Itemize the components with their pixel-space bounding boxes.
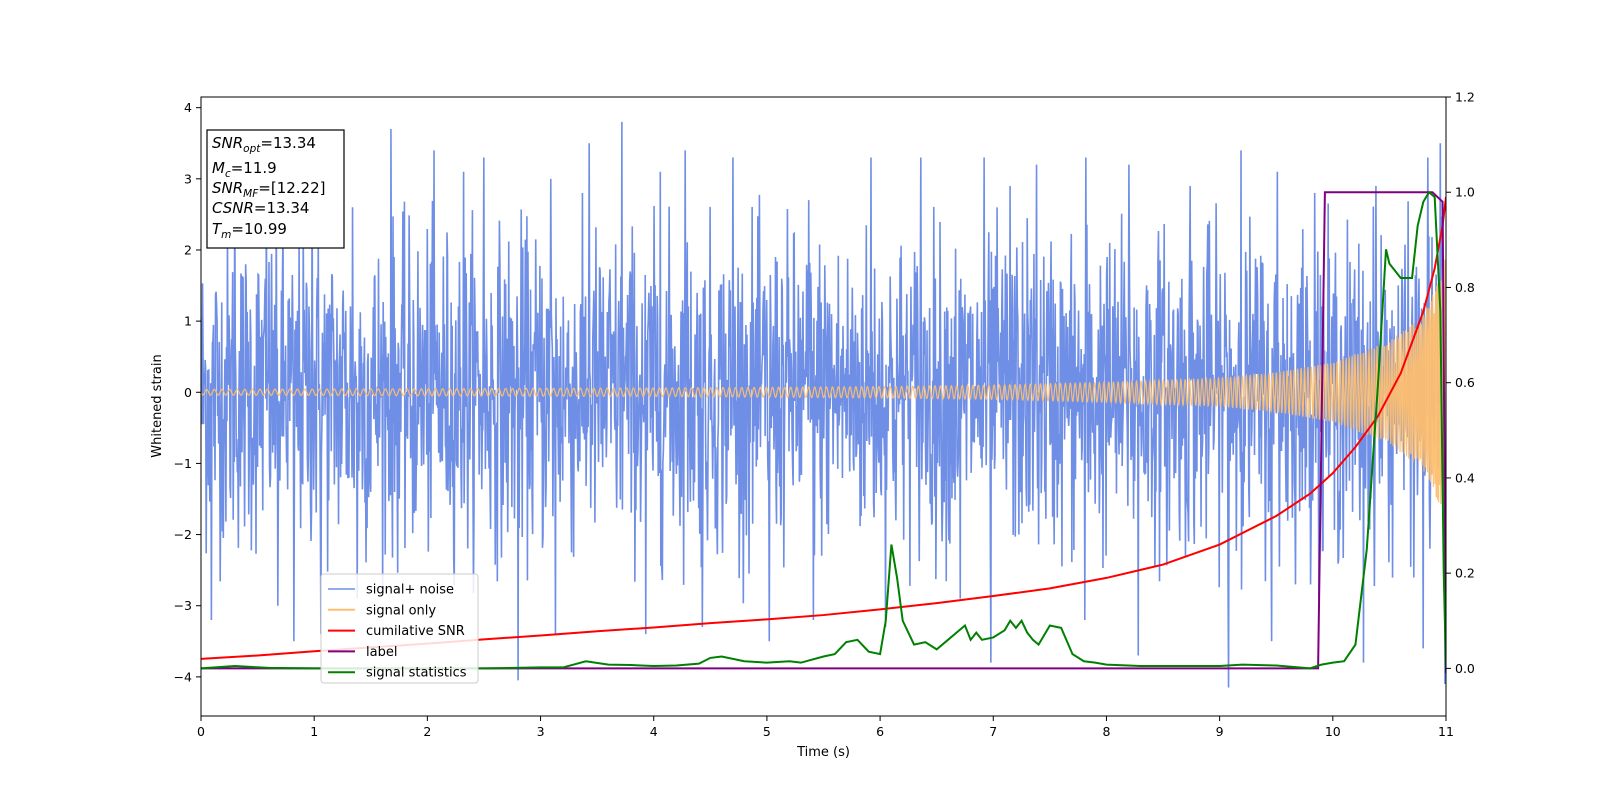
x-tick-label: 6 — [876, 724, 884, 739]
y-left-tick-label: 4 — [184, 100, 192, 115]
x-tick-label: 10 — [1325, 724, 1341, 739]
x-axis-label: Time (s) — [796, 745, 850, 760]
y-right-tick-label: 0.6 — [1455, 375, 1475, 390]
y-left-tick-label: 1 — [184, 314, 192, 329]
annotation-line: SNRMF=[12.22] — [212, 179, 326, 200]
x-axis: 0 1 2 3 4 5 6 7 8 9 10 11 — [197, 716, 1454, 739]
y-axis-label: Whitened strain — [150, 354, 165, 457]
y-left-tick-label: −3 — [174, 598, 192, 613]
annotation-line: Tm=10.99 — [212, 220, 287, 241]
y-right-tick-label: 0.0 — [1455, 661, 1475, 676]
x-tick-label: 4 — [650, 724, 658, 739]
annotation-line: SNRopt=13.34 — [212, 134, 316, 155]
y-right-tick-label: 0.2 — [1455, 566, 1475, 581]
y-left-tick-label: 2 — [184, 242, 192, 257]
y-left-tick-label: −4 — [174, 669, 192, 684]
x-tick-label: 1 — [310, 724, 318, 739]
series-label — [201, 191, 1446, 674]
x-tick-label: 0 — [197, 724, 205, 739]
legend: signal+ noise signal only cumilative SNR la… — [320, 573, 479, 684]
y-left-tick-label: −2 — [174, 527, 192, 542]
legend-label: signal+ noise — [366, 583, 454, 598]
series-signal-statistics — [201, 190, 1446, 670]
series-signal-noise — [201, 121, 1446, 688]
y-right-tick-label: 1.2 — [1455, 90, 1475, 105]
x-tick-label: 8 — [1102, 724, 1110, 739]
y-axis-left: −4 −3 −2 −1 0 1 2 3 4 — [174, 100, 201, 684]
y-left-tick-label: 0 — [184, 385, 192, 400]
series-signal-only — [201, 259, 1446, 520]
y-axis-right: 0.0 0.2 0.4 0.6 0.8 1.0 1.2 — [1446, 90, 1475, 676]
plot-frame — [200, 96, 1447, 717]
legend-label: cumilative SNR — [366, 624, 465, 639]
x-tick-label: 3 — [537, 724, 545, 739]
y-left-tick-label: 3 — [184, 171, 192, 186]
legend-label: label — [366, 645, 397, 660]
legend-label: signal statistics — [366, 666, 467, 681]
y-right-tick-label: 0.8 — [1455, 280, 1475, 295]
x-tick-label: 2 — [423, 724, 431, 739]
annotation-box: SNRopt=13.34 Mc=11.9SNRMF=[12.22]CSNR=13.… — [206, 129, 345, 249]
x-tick-label: 7 — [989, 724, 997, 739]
y-right-tick-label: 0.4 — [1455, 470, 1475, 485]
x-tick-label: 5 — [763, 724, 771, 739]
y-left-tick-label: −1 — [174, 456, 192, 471]
x-tick-label: 11 — [1438, 724, 1454, 739]
annotation-line: CSNR=13.34 — [212, 199, 309, 217]
y-right-tick-label: 1.0 — [1455, 185, 1475, 200]
legend-label: signal only — [366, 603, 436, 618]
annotation-line: Mc=11.9 — [212, 159, 277, 180]
x-tick-label: 9 — [1216, 724, 1224, 739]
